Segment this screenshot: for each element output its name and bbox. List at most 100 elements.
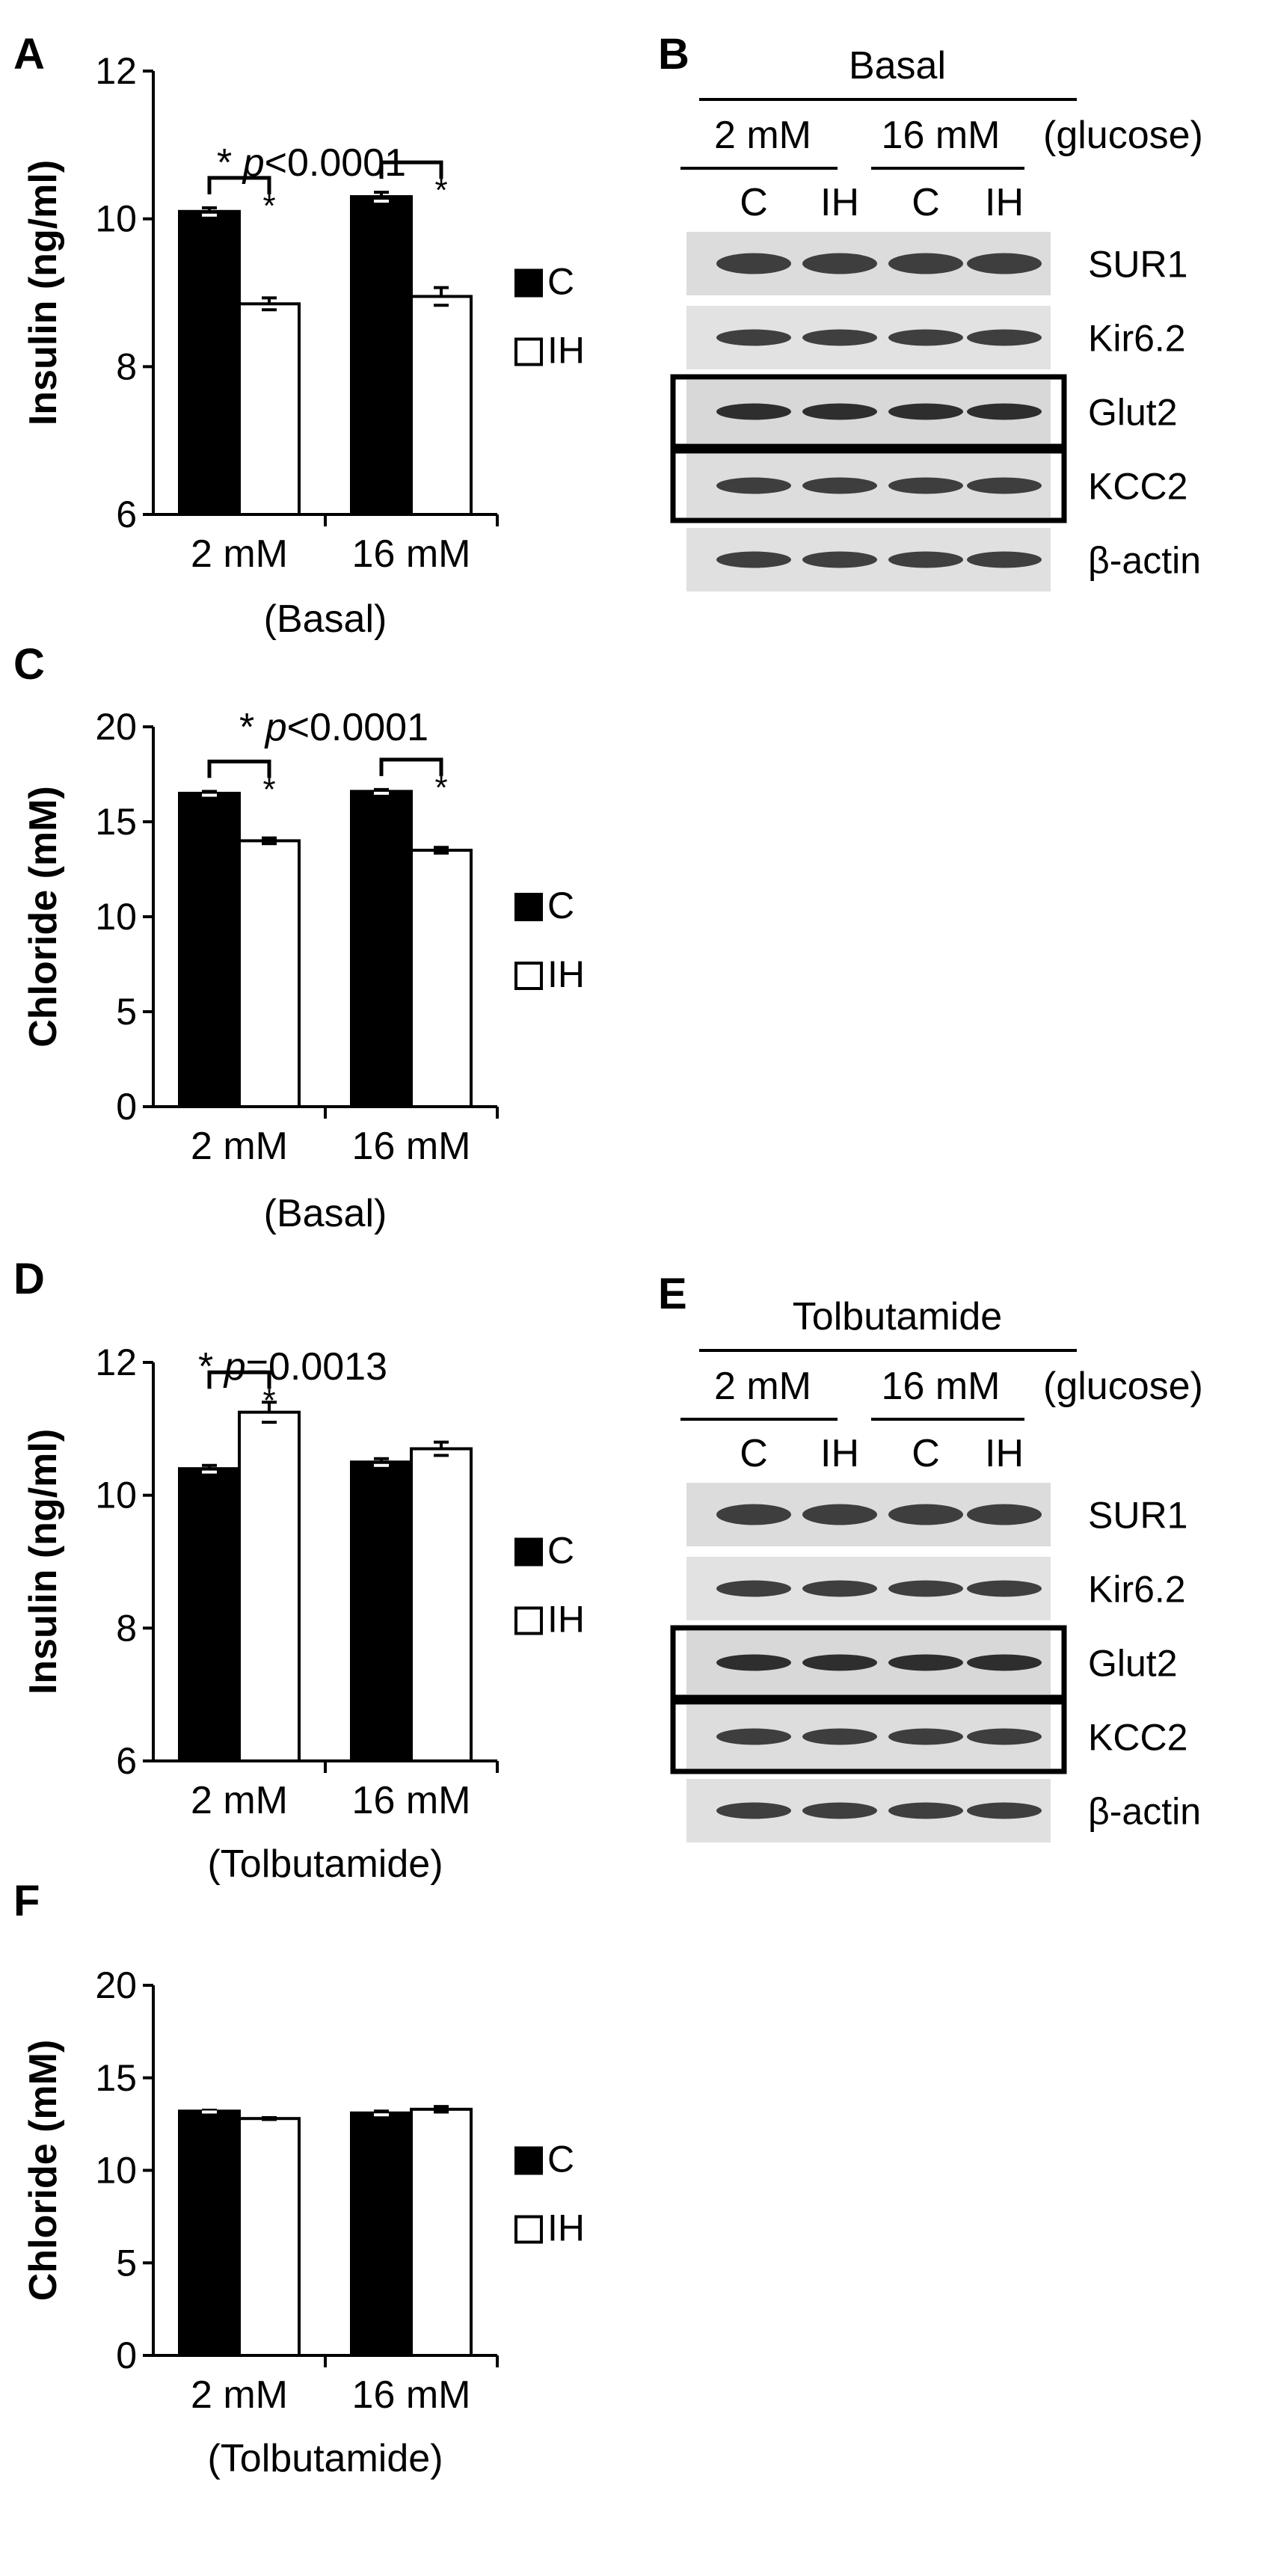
legend-label-C: C (547, 2139, 574, 2180)
legend-label-C: C (547, 885, 574, 926)
x-axis-caption: (Tolbutamide) (207, 1842, 443, 1886)
y-tick-label: 10 (95, 896, 137, 938)
blot-band (716, 1802, 791, 1819)
x-category-label: 2 mM (191, 1125, 288, 1168)
x-axis-caption: (Tolbutamide) (207, 2437, 443, 2480)
panel-letter-c: C (13, 640, 45, 689)
legend-label-IH: IH (547, 1599, 585, 1641)
y-axis-label: Insulin (ng/ml) (22, 160, 65, 425)
significance-bracket (207, 176, 271, 194)
y-tick-label: 12 (95, 50, 137, 92)
blot-lane-label: C (740, 1432, 768, 1475)
blot-conc-label: 16 mM (882, 1365, 1001, 1408)
blot-lane-label: IH (820, 1432, 859, 1475)
x-category-label: 2 mM (191, 532, 288, 576)
y-tick-label: 8 (116, 345, 137, 387)
blot-band-label: SUR1 (1088, 244, 1187, 286)
bar-C-1 (350, 790, 413, 1108)
blot-lane-label: C (740, 181, 768, 224)
blot-highlight-box (670, 448, 1067, 523)
panel-letter-e: E (658, 1270, 687, 1318)
blot-band (967, 403, 1042, 420)
blot-band (802, 1654, 877, 1671)
blot-band (716, 403, 791, 420)
blot-band (888, 1728, 963, 1745)
blot-highlight-box (670, 374, 1067, 449)
chart-panel-f: 0 5 10 15 20 Chloride (mM) 2 mM 16 mM (Tolbutami… (22, 1964, 585, 2480)
blot-band-label: β-actin (1088, 540, 1201, 582)
significance-bracket (379, 160, 443, 179)
legend-label-C: C (547, 261, 574, 303)
legend-swatch-IH (514, 337, 543, 366)
legend-label-IH: IH (547, 2207, 585, 2249)
significance-bracket (379, 757, 443, 776)
blot-band (967, 477, 1042, 494)
x-category-label: 16 mM (352, 2373, 471, 2417)
blot-band (888, 253, 963, 274)
legend-swatch-C (514, 2146, 543, 2175)
blot-band (716, 1504, 791, 1525)
panel-letter-f: F (13, 1877, 40, 1925)
y-axis-label: Chloride (mM) (22, 786, 65, 1048)
y-tick-label: 5 (116, 991, 137, 1033)
legend-swatch-C (514, 268, 543, 298)
blot-band (802, 253, 877, 274)
bar-C-0 (178, 1467, 241, 1762)
legend-swatch-C (514, 1537, 543, 1567)
blot-band-label: Glut2 (1088, 392, 1178, 434)
significance-star: * (262, 188, 275, 224)
panel-letter-a: A (13, 30, 45, 79)
bar-C-0 (178, 209, 241, 516)
blot-highlight-box (670, 1699, 1067, 1774)
bar-IH-0 (238, 1410, 301, 1762)
blot-band (802, 329, 877, 346)
y-tick-label: 0 (116, 1086, 137, 1128)
blot-band-label: SUR1 (1088, 1495, 1187, 1537)
blot-band (802, 403, 877, 420)
blot-band (967, 329, 1042, 346)
y-axis-label: Chloride (mM) (22, 2040, 65, 2302)
y-tick-label: 20 (95, 706, 137, 748)
legend-swatch-IH (514, 1606, 543, 1635)
blot-highlight-box (670, 1625, 1067, 1700)
blot-band (967, 1802, 1042, 1819)
y-axis-label: Insulin (ng/ml) (22, 1429, 65, 1694)
blot-band-label: β-actin (1088, 1791, 1201, 1833)
bar-IH-1 (410, 849, 473, 1108)
blot-band-label: Glut2 (1088, 1643, 1178, 1685)
blot-band (888, 1654, 963, 1671)
blot-band (967, 1654, 1042, 1671)
bar-C-0 (178, 791, 241, 1109)
blot-band (888, 1802, 963, 1819)
p-value-annotation: * p=0.0013 (198, 1345, 387, 1389)
y-tick-label: 5 (116, 2242, 137, 2284)
y-tick-label: 10 (95, 1475, 137, 1516)
x-category-label: 16 mM (352, 532, 471, 576)
bar-IH-1 (410, 2107, 473, 2357)
bar-IH-0 (238, 839, 301, 1109)
blot-band (802, 1728, 877, 1745)
legend-swatch-IH (514, 962, 543, 990)
blot-band (888, 329, 963, 346)
blot-conc-label: 2 mM (714, 1365, 811, 1408)
significance-bracket (207, 1370, 271, 1389)
blot-band-label: Kir6.2 (1088, 318, 1186, 360)
blot-band (716, 1654, 791, 1671)
blot-band (888, 477, 963, 494)
x-axis-caption: (Basal) (264, 597, 387, 641)
blot-band (967, 1580, 1042, 1597)
y-tick-label: 8 (116, 1607, 137, 1649)
blot-band (802, 1580, 877, 1597)
significance-star: * (434, 769, 447, 806)
blot-band (888, 1580, 963, 1597)
legend-swatch-C (514, 893, 543, 921)
bar-C-1 (350, 2111, 413, 2357)
blot-lane-label: IH (985, 1432, 1024, 1475)
x-category-label: 2 mM (191, 1779, 288, 1822)
bar-IH-0 (238, 302, 301, 516)
y-tick-label: 0 (116, 2334, 137, 2376)
blot-conc-suffix: (glucose) (1043, 1365, 1203, 1408)
y-tick-label: 20 (95, 1964, 137, 2006)
